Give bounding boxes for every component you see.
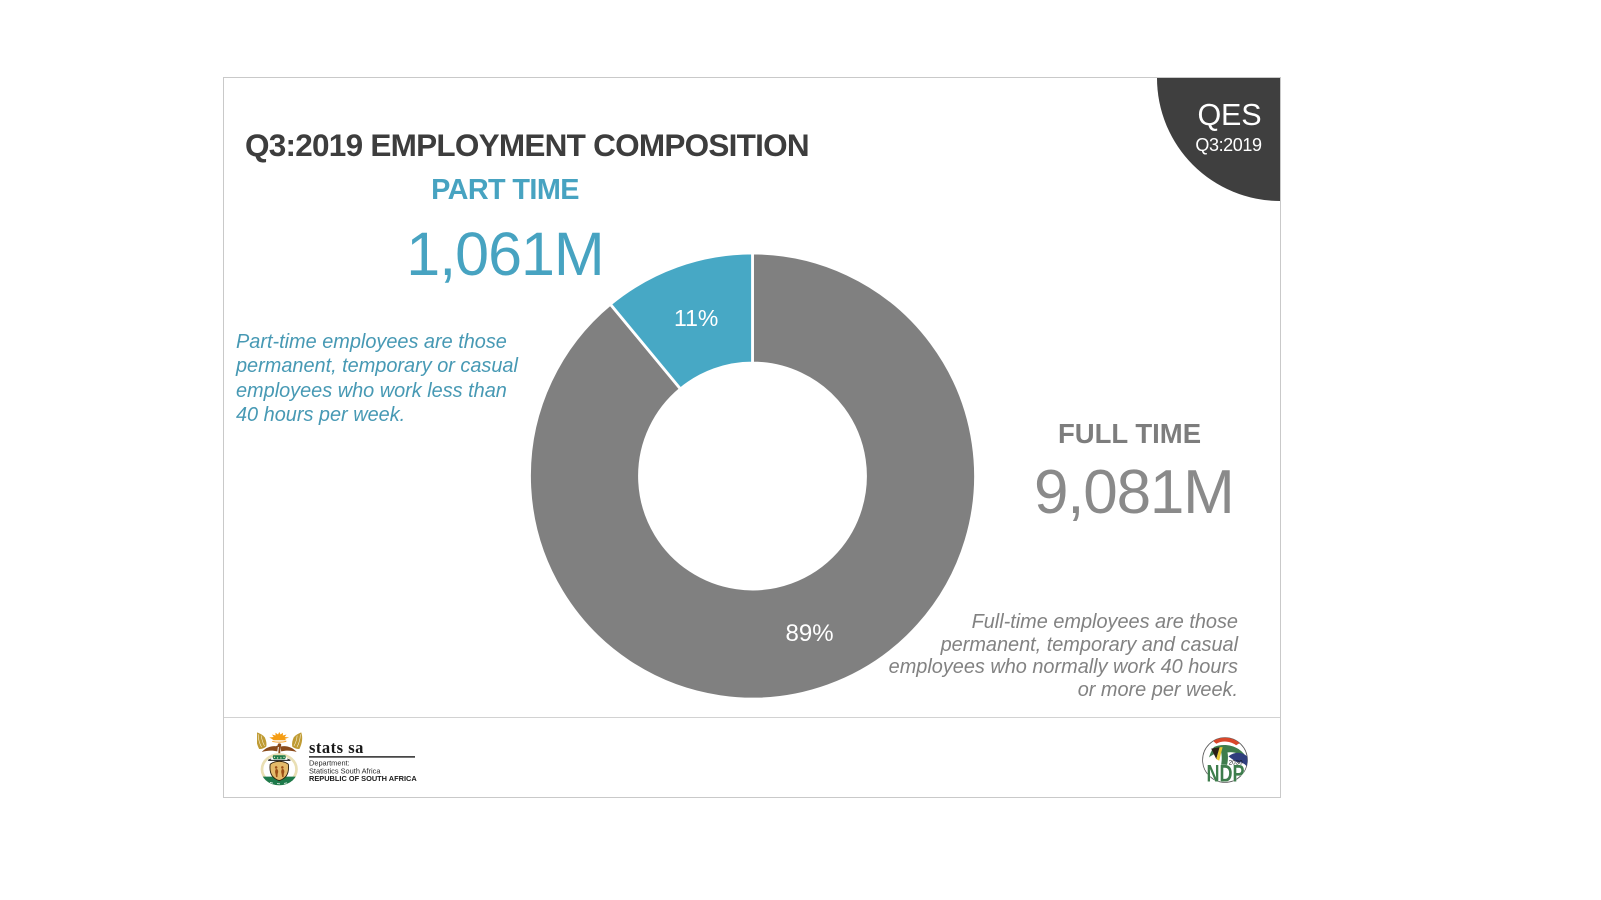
svg-text:REPUBLIC OF SOUTH AFRICA: REPUBLIC OF SOUTH AFRICA [309, 774, 417, 783]
svg-text:Statistics South Africa: Statistics South Africa [309, 767, 381, 776]
svg-text:2030: 2030 [1229, 759, 1243, 766]
svg-text:Department:: Department: [309, 759, 350, 768]
svg-text:stats sa: stats sa [309, 738, 364, 757]
svg-text:NDP: NDP [1207, 761, 1245, 783]
